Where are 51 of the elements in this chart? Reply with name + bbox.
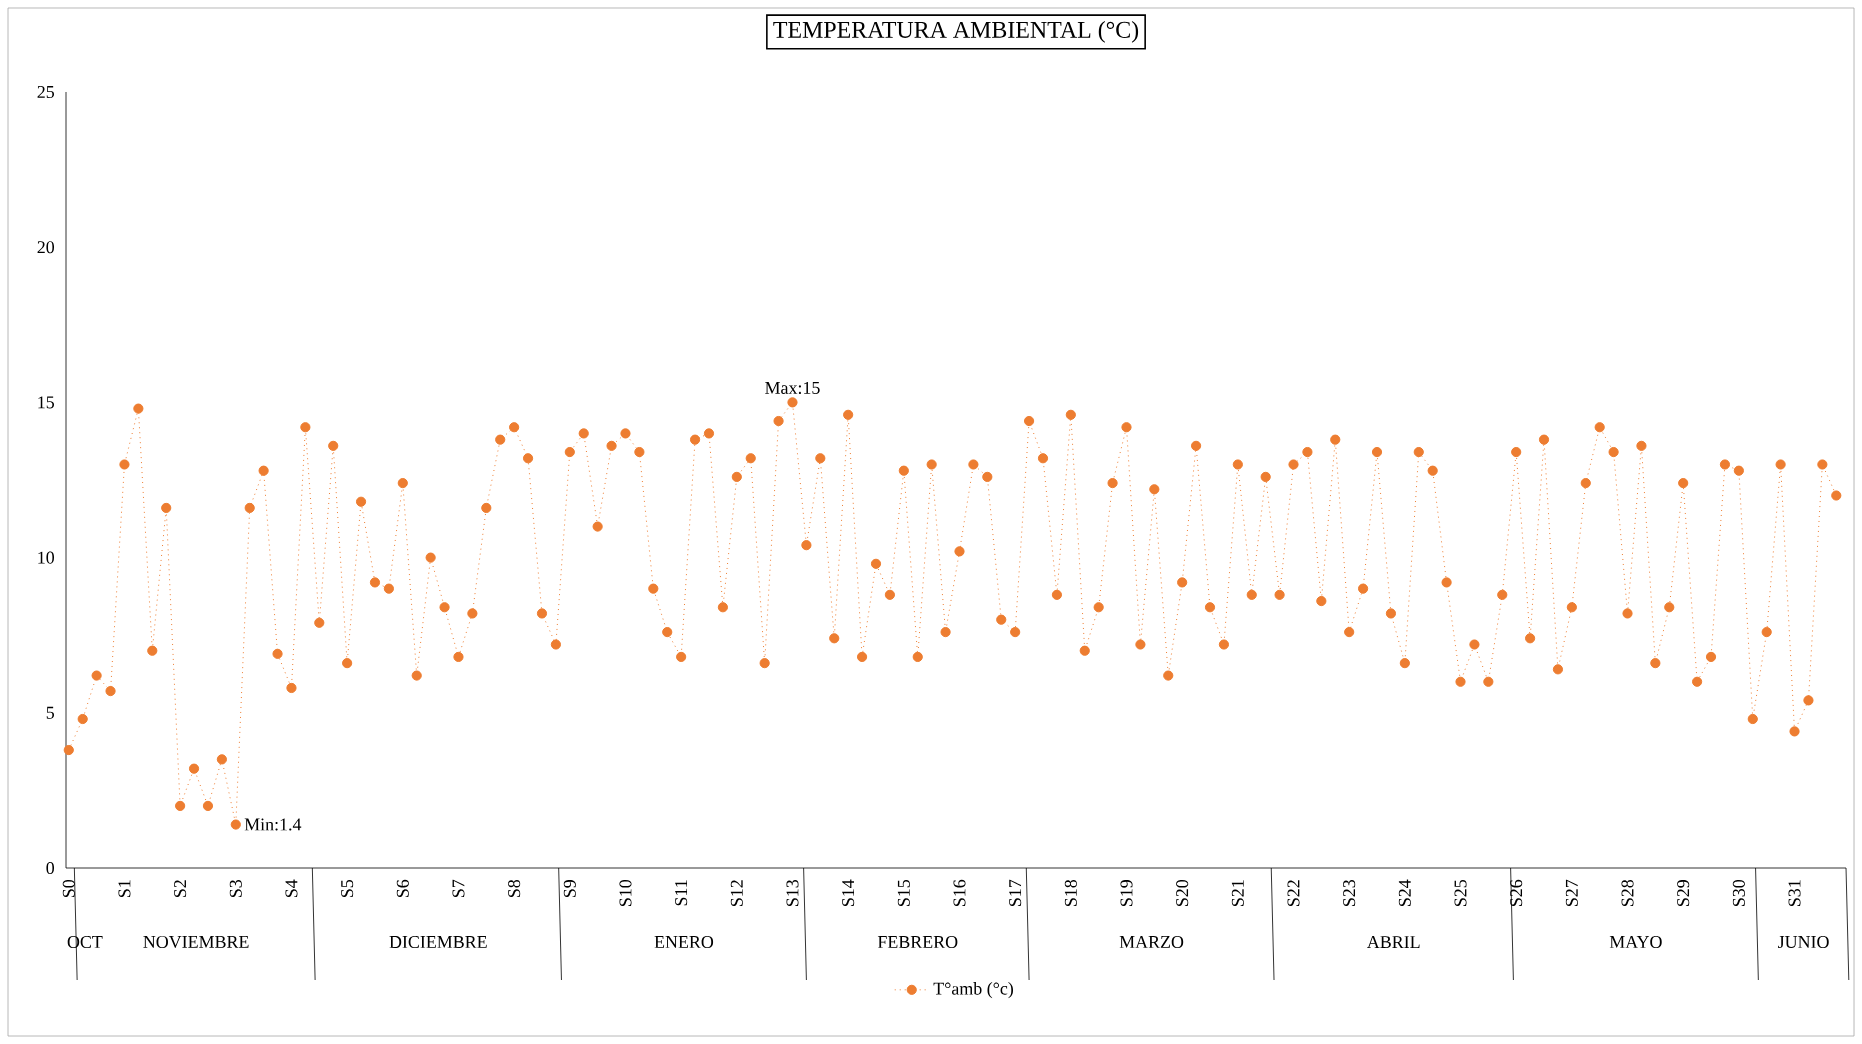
x-tick-label: S10 — [619, 879, 632, 907]
y-tick-label: 20 — [37, 241, 55, 254]
text: OCT — [67, 935, 103, 949]
x-tick-label: S6 — [396, 879, 409, 898]
y-tick-label: 15 — [38, 396, 55, 409]
x-tick-label: S31 — [1788, 880, 1801, 907]
y-tick-label: 5 — [46, 706, 55, 719]
x-tick-label: S18 — [1064, 879, 1077, 907]
x-tick-label: S1 — [118, 880, 131, 898]
x-tick-label: S17 — [1009, 879, 1022, 907]
x-tick-label: S2 — [174, 880, 187, 898]
x-tick-label: S14 — [842, 879, 855, 907]
y-tick-label: 0 — [46, 861, 55, 875]
x-tick-label: S0 — [62, 879, 75, 898]
annotation: Min:1.4 — [244, 818, 302, 831]
x-tick-label: S3 — [229, 879, 242, 898]
y-tick-label: 10 — [38, 551, 55, 564]
text: MARZO — [1119, 935, 1184, 949]
text: DICIEMBRE — [389, 935, 487, 949]
text: ABRIL — [1367, 936, 1420, 948]
x-tick-label: S11 — [675, 880, 688, 906]
x-tick-label: S20 — [1176, 879, 1189, 907]
annotation: Max:15 — [765, 381, 820, 394]
x-tick-label: S12 — [730, 880, 743, 907]
x-tick-label: S16 — [953, 879, 966, 907]
x-tick-label: S30 — [1732, 879, 1745, 907]
x-tick-label: S25 — [1454, 879, 1467, 907]
x-tick-label: S22 — [1287, 880, 1300, 907]
text: JUNIO — [1778, 935, 1829, 949]
chart-title: TEMPERATURA AMBIENTAL (°C) — [773, 21, 1139, 43]
text: MAYO — [1609, 935, 1662, 949]
text: ENERO — [654, 935, 714, 949]
x-tick-label: S26 — [1510, 879, 1523, 907]
x-tick-label: S24 — [1398, 879, 1411, 907]
x-tick-label: S5 — [341, 879, 354, 898]
x-tick-label: S15 — [897, 879, 910, 907]
x-tick-label: S4 — [285, 879, 298, 898]
x-tick-label: S21 — [1231, 880, 1244, 907]
x-tick-label: S19 — [1120, 880, 1133, 907]
text: NOVIEMBRE — [143, 935, 249, 949]
x-tick-label: S9 — [563, 880, 576, 898]
y-tick-label: 25 — [37, 85, 55, 99]
x-tick-label: S23 — [1343, 879, 1356, 907]
x-tick-label: S13 — [786, 879, 799, 907]
x-tick-label: S8 — [508, 879, 521, 898]
x-tick-label: S7 — [452, 879, 465, 898]
x-tick-label: S28 — [1621, 879, 1634, 907]
x-tick-label: S27 — [1565, 879, 1578, 907]
legend-label: T°amb (°c) — [933, 982, 1014, 999]
text: FEBRERO — [877, 935, 958, 949]
x-tick-label: S29 — [1677, 880, 1690, 907]
